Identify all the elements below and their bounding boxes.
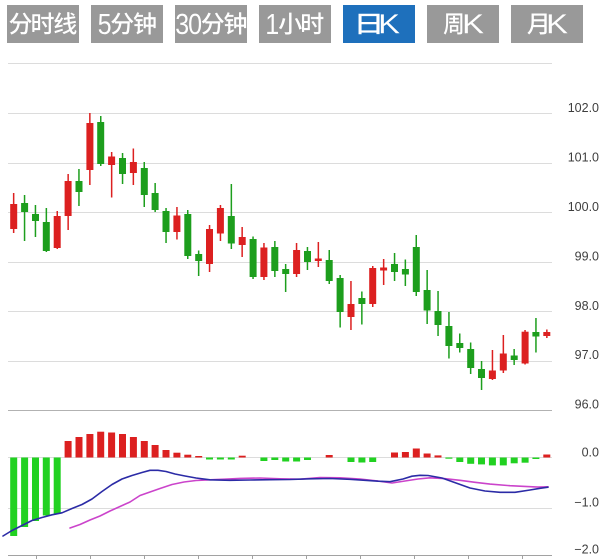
svg-text:0.0: 0.0 [582,446,599,460]
svg-text:−1.0: −1.0 [574,495,599,509]
svg-text:99.0: 99.0 [575,249,599,263]
svg-text:102.0: 102.0 [568,101,599,115]
svg-text:97.0: 97.0 [575,348,599,362]
svg-text:96.0: 96.0 [575,398,599,412]
svg-text:101.0: 101.0 [568,151,599,165]
svg-text:100.0: 100.0 [568,200,599,214]
svg-text:98.0: 98.0 [575,299,599,313]
svg-text:−2.0: −2.0 [574,543,599,557]
